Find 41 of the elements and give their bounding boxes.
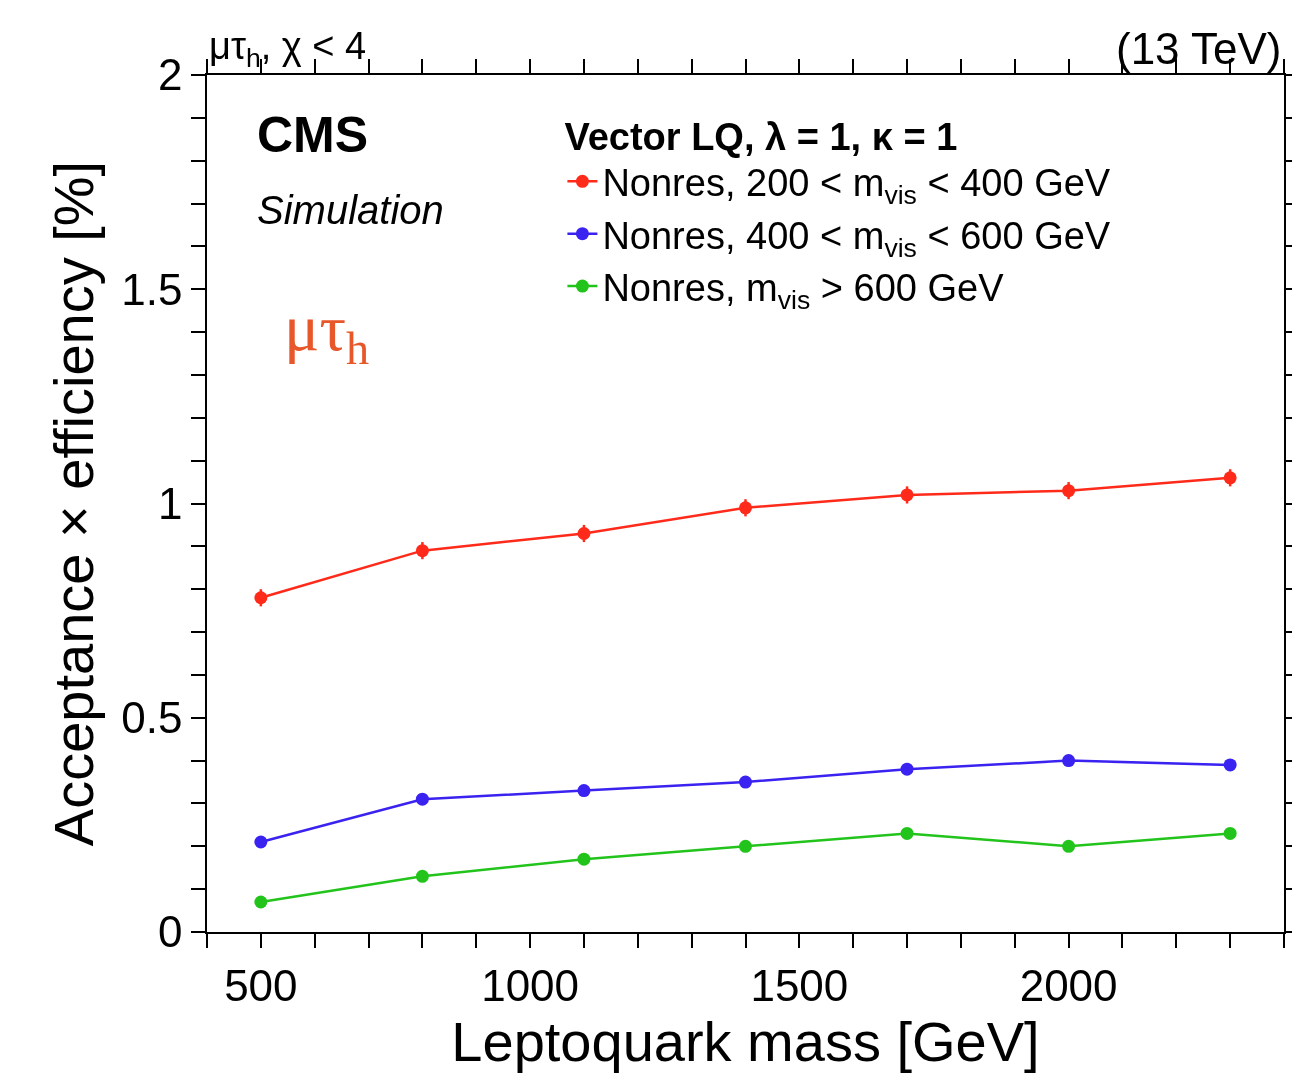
y-tick-label: 1 <box>157 478 183 528</box>
y-tick-label: 0.5 <box>121 693 183 743</box>
y-axis-title: Acceptance × efficiency [%] <box>41 160 105 847</box>
point <box>577 527 591 540</box>
point <box>900 488 914 502</box>
point <box>739 501 752 515</box>
annotation: μτ$_{h}$ <box>284 291 370 374</box>
x-tick-label: 1500 <box>750 960 849 1010</box>
point <box>254 895 268 909</box>
point <box>900 762 914 776</box>
y-tick-label: 2 <box>157 50 183 100</box>
point <box>900 826 914 840</box>
point <box>739 839 752 853</box>
point <box>415 869 429 883</box>
point <box>739 775 752 789</box>
y-tick-label: 1.5 <box>121 264 183 314</box>
point <box>577 784 591 798</box>
annotation: Simulation <box>257 188 444 232</box>
legend-title: Vector LQ, λ = 1, κ = 1 <box>564 116 958 159</box>
x-tick-label: 2000 <box>1019 960 1118 1010</box>
point <box>1223 826 1237 840</box>
point <box>254 591 268 605</box>
y-tick-label: 0 <box>157 907 183 957</box>
text: μτ$_{h}$, χ < 4 <box>209 25 367 73</box>
x-tick-label: 500 <box>224 960 298 1010</box>
point <box>1223 758 1237 772</box>
legend-label: Nonres, m$_{vis}$ > 600 GeV <box>602 266 1005 315</box>
text: (13 TeV) <box>1116 24 1282 73</box>
x-tick-label: 1000 <box>481 960 580 1010</box>
legend-label: Nonres, 400 < m$_{vis}$ < 600 GeV <box>602 214 1111 263</box>
point <box>577 852 591 866</box>
annotation: CMS <box>257 107 369 163</box>
point <box>415 792 429 806</box>
x-axis-title: Leptoquark mass [GeV] <box>451 1009 1040 1073</box>
point <box>1062 839 1076 853</box>
point <box>1062 754 1076 768</box>
point <box>1062 484 1076 498</box>
point <box>1223 471 1237 485</box>
legend-label: Nonres, 200 < m$_{vis}$ < 400 GeV <box>602 162 1111 211</box>
point <box>415 544 429 558</box>
point <box>254 835 268 849</box>
